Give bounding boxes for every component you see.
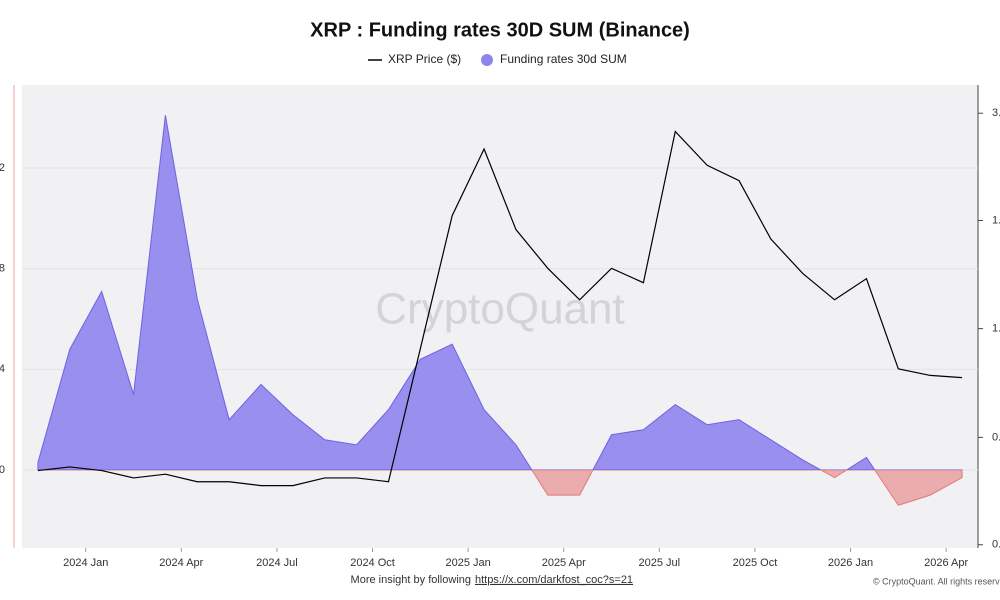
x-tick-label: 2025 Oct [733, 557, 778, 569]
footer-link[interactable]: https://x.com/darkfost_coc?s=21 [475, 574, 633, 586]
funding-area [37, 115, 963, 506]
x-tick-label: 2024 Apr [159, 557, 203, 569]
x-tick-label: 2026 Jan [828, 557, 873, 569]
price-line [37, 130, 963, 487]
y2-tick-label: 0.63 [992, 431, 1000, 443]
y2-tick-label: 0.36 [992, 539, 1000, 551]
x-tick-label: 2024 Jul [256, 557, 298, 569]
x-tick-label: 2024 Oct [350, 557, 395, 569]
y2-tick-label: 1.11 [992, 323, 1000, 335]
y-tick-label: 0 [0, 464, 5, 476]
x-tick-label: 2026 Apr [924, 557, 968, 569]
x-tick-label: 2025 Jan [446, 557, 491, 569]
x-tick-label: 2025 Jul [639, 557, 681, 569]
chart-title: XRP : Funding rates 30D SUM (Binance) [310, 19, 690, 41]
watermark: CryptoQuant [375, 285, 624, 334]
x-tick-label: 2024 Jan [63, 557, 108, 569]
legend-label: XRP Price ($) [388, 52, 461, 66]
y2-tick-label: 3.41 [992, 107, 1000, 119]
y-tick-label: 0.12 [0, 162, 5, 174]
copyright: © CryptoQuant. All rights reserved [873, 576, 1000, 586]
footer-text: More insight by following [351, 574, 471, 586]
legend-swatch [481, 54, 493, 66]
x-tick-label: 2025 Apr [542, 557, 586, 569]
y-tick-label: 0.04 [0, 363, 5, 375]
legend-label: Funding rates 30d SUM [500, 52, 627, 66]
y-tick-label: 0.08 [0, 263, 5, 275]
y2-tick-label: 1.95 [992, 214, 1000, 226]
